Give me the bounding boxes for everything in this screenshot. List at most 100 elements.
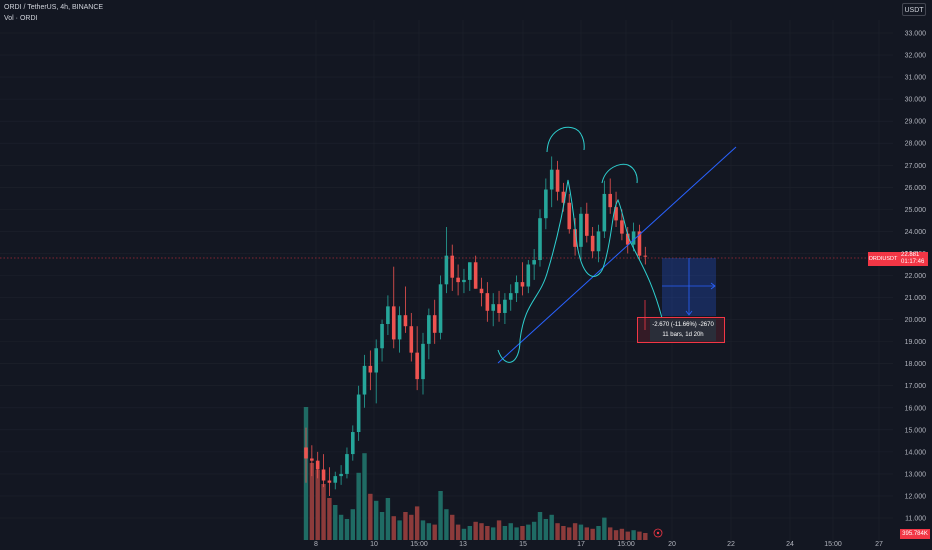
volume-bar	[356, 472, 361, 540]
volume-bar	[321, 484, 326, 540]
y-tick-label: 13.000	[905, 471, 927, 478]
volume-bar	[643, 533, 648, 540]
y-tick-label: 32.000	[905, 53, 927, 60]
volume-bar	[438, 491, 443, 540]
candle-body	[421, 343, 425, 380]
volume-bar	[338, 514, 344, 540]
volume-bar	[374, 500, 379, 540]
x-tick-label: 8	[314, 541, 318, 548]
candle-body	[427, 315, 431, 344]
y-tick-label: 18.000	[905, 361, 927, 368]
candle-body	[391, 306, 396, 340]
volume-bar	[455, 524, 461, 540]
head-and-shoulders-curve[interactable]	[497, 179, 663, 363]
candle-body	[532, 260, 536, 265]
x-tick-label: 27	[875, 541, 883, 548]
volume-bar	[420, 520, 426, 540]
volume-tag: 395.784K	[900, 529, 930, 539]
candle-body	[479, 288, 484, 294]
volume-bar	[537, 512, 543, 540]
y-tick-label: 15.000	[905, 427, 927, 434]
candle-body	[608, 193, 612, 208]
candle-body	[397, 315, 402, 340]
volume-bar	[414, 506, 420, 540]
volume-bar	[491, 527, 496, 540]
y-tick-label: 19.000	[905, 339, 927, 346]
currency-button[interactable]: USDT	[902, 3, 926, 16]
candle-body	[549, 169, 554, 190]
y-tick-label: 26.000	[905, 185, 927, 192]
measure-label: -2.670 (-11.66%) -2670 11 bars, 1d 20h	[650, 319, 716, 341]
measure-line2: 11 bars, 1d 20h	[662, 332, 704, 338]
candle-body	[380, 324, 384, 349]
candle-body	[438, 284, 443, 333]
y-tick-label: 17.000	[905, 383, 927, 390]
volume-bar	[385, 498, 391, 540]
candle-body	[333, 476, 338, 483]
price-axis: 11.000 12.000 13.000 14.000 15.000 16.000 17.0…	[905, 31, 927, 523]
price-tag-countdown: 01:17:46	[901, 259, 925, 265]
volume-bar	[613, 530, 619, 540]
candle-body	[614, 207, 618, 221]
y-tick-label: 12.000	[905, 493, 927, 500]
volume-bar	[426, 523, 432, 540]
volume-bar	[572, 523, 578, 540]
volume-bar	[450, 514, 455, 540]
time-axis: 8 10 15:00 13 15 17 15:00 20 22 24 15:00 27	[314, 541, 883, 548]
candle-body	[315, 460, 320, 470]
volume-bar	[368, 493, 373, 540]
y-tick-label: 20.000	[905, 317, 927, 324]
volume-bar	[315, 470, 320, 540]
candle-body	[579, 213, 583, 247]
volume-bar	[631, 530, 636, 540]
volume-bar	[590, 528, 595, 540]
y-tick-label: 11.000	[905, 516, 926, 523]
trendline[interactable]	[497, 146, 737, 364]
candle-body	[339, 473, 343, 477]
candle-body	[544, 189, 548, 219]
x-tick-label: 15:00	[617, 541, 635, 548]
candle-body	[362, 365, 367, 395]
volume-bar	[578, 524, 584, 540]
right-shoulder-arc[interactable]	[601, 163, 638, 184]
volume-bar	[602, 517, 607, 540]
volume-bar	[379, 512, 385, 540]
candle-body	[468, 262, 472, 280]
candle-body	[497, 304, 501, 313]
x-tick-label: 15:00	[410, 541, 428, 548]
volume-bar	[461, 528, 467, 540]
volume-bar	[584, 527, 589, 540]
volume-bar	[467, 526, 472, 540]
volume-bar	[596, 526, 601, 540]
volume-bar	[543, 519, 549, 540]
candle-body	[304, 447, 308, 459]
candle-body	[351, 432, 355, 455]
x-tick-label: 20	[668, 541, 676, 548]
candle-body	[374, 348, 378, 373]
candle-body	[485, 293, 490, 311]
volume-bar	[496, 520, 502, 540]
x-tick-label: 10	[370, 541, 378, 548]
volume-label[interactable]: Vol · ORDI	[4, 15, 38, 22]
candle-body	[409, 326, 414, 353]
x-tick-label: 17	[577, 541, 585, 548]
candle-body	[567, 202, 572, 230]
volume-bar	[561, 526, 566, 540]
y-tick-label: 22.000	[905, 273, 927, 280]
y-tick-label: 28.000	[905, 141, 927, 148]
candle-body	[444, 255, 449, 285]
volume-bar	[344, 519, 350, 540]
candle-body	[526, 264, 531, 287]
head-arc[interactable]	[546, 126, 585, 153]
candle-body	[491, 304, 495, 311]
candle-body	[386, 306, 390, 324]
y-tick-label: 30.000	[905, 97, 927, 104]
volume-bar	[637, 531, 642, 540]
symbol-title[interactable]: ORDI / TetherUS, 4h, BINANCE	[4, 4, 104, 11]
y-tick-label: 14.000	[905, 449, 927, 456]
volume-bar	[608, 527, 613, 540]
candle-body	[456, 277, 460, 283]
volume-bar	[526, 524, 531, 540]
events-icon[interactable]	[653, 528, 663, 538]
